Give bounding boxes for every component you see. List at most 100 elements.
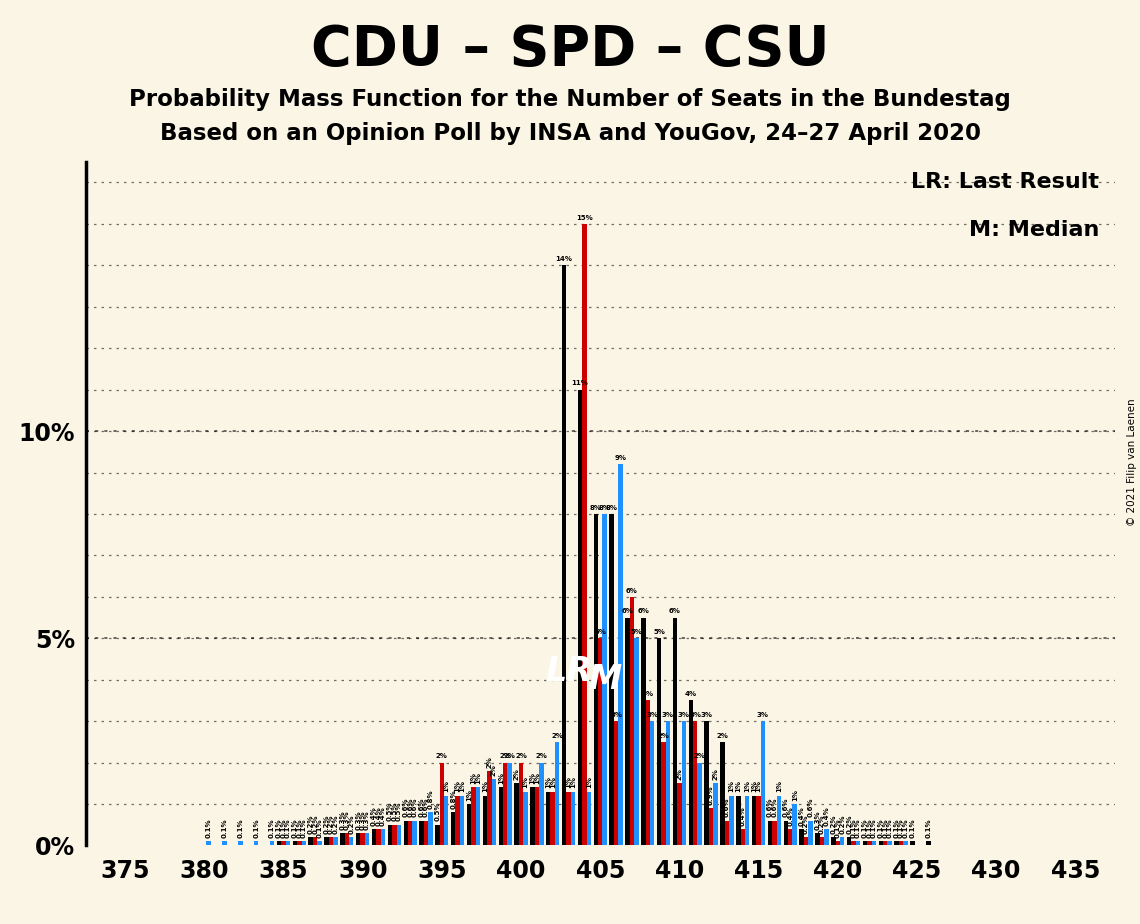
Bar <box>546 792 551 845</box>
Bar <box>629 597 634 845</box>
Text: 3%: 3% <box>757 711 770 718</box>
Text: 0.3%: 0.3% <box>356 810 361 830</box>
Bar <box>459 796 464 845</box>
Text: 9%: 9% <box>614 455 627 461</box>
Text: 0.1%: 0.1% <box>878 819 884 838</box>
Text: 0.6%: 0.6% <box>783 797 789 818</box>
Bar <box>317 842 321 845</box>
Bar <box>760 721 765 845</box>
Text: 2%: 2% <box>717 733 728 738</box>
Text: 0.1%: 0.1% <box>855 819 861 838</box>
Bar <box>650 721 654 845</box>
Text: 1%: 1% <box>735 781 741 793</box>
Bar <box>689 700 693 845</box>
Bar <box>487 771 491 845</box>
Text: 0.1%: 0.1% <box>910 819 915 838</box>
Text: M: Median: M: Median <box>969 220 1099 240</box>
Bar <box>429 812 433 845</box>
Text: 3%: 3% <box>646 711 658 718</box>
Text: 3%: 3% <box>678 711 690 718</box>
Text: 0.6%: 0.6% <box>807 797 814 818</box>
Text: 0.1%: 0.1% <box>292 819 298 838</box>
Bar <box>583 224 587 845</box>
Bar <box>475 787 480 845</box>
Bar <box>254 842 259 845</box>
Text: 0.1%: 0.1% <box>866 819 872 838</box>
Bar <box>895 842 899 845</box>
Bar <box>815 833 820 845</box>
Text: 1%: 1% <box>529 772 536 784</box>
Bar <box>535 787 539 845</box>
Text: 0.4%: 0.4% <box>788 806 793 825</box>
Text: 1%: 1% <box>471 772 477 784</box>
Text: 0.2%: 0.2% <box>308 814 314 833</box>
Text: 0.3%: 0.3% <box>814 810 821 830</box>
Bar <box>804 837 808 845</box>
Bar <box>562 265 567 845</box>
Bar <box>482 796 487 845</box>
Text: 0.5%: 0.5% <box>396 802 401 821</box>
Text: 1%: 1% <box>791 789 798 801</box>
Text: 1%: 1% <box>475 772 481 784</box>
Bar <box>539 762 544 845</box>
Text: 2%: 2% <box>504 753 515 760</box>
Text: 0.1%: 0.1% <box>882 819 888 838</box>
Text: 0.1%: 0.1% <box>871 819 877 838</box>
Bar <box>309 837 312 845</box>
Bar <box>301 842 306 845</box>
Bar <box>365 833 369 845</box>
Text: 0.3%: 0.3% <box>344 810 350 830</box>
Text: 2%: 2% <box>499 753 511 760</box>
Bar <box>381 829 385 845</box>
Text: 0.1%: 0.1% <box>862 819 868 838</box>
Text: 0.1%: 0.1% <box>317 819 323 838</box>
Text: 1%: 1% <box>545 776 552 788</box>
Text: 1%: 1% <box>728 781 734 793</box>
Bar <box>498 787 503 845</box>
Text: 4%: 4% <box>642 691 653 697</box>
Bar <box>783 821 788 845</box>
Text: 0.4%: 0.4% <box>370 806 377 825</box>
Text: 0.2%: 0.2% <box>803 814 809 833</box>
Text: 2%: 2% <box>491 764 497 776</box>
Bar <box>404 821 408 845</box>
Bar <box>324 837 328 845</box>
Text: 0.3%: 0.3% <box>359 810 366 830</box>
Bar <box>238 842 243 845</box>
Bar <box>645 700 650 845</box>
Bar <box>503 762 507 845</box>
Text: 0.1%: 0.1% <box>301 819 307 838</box>
Text: 1%: 1% <box>776 781 782 793</box>
Bar <box>698 762 702 845</box>
Text: 0.1%: 0.1% <box>237 819 243 838</box>
Bar <box>270 842 275 845</box>
Bar <box>888 842 891 845</box>
Bar <box>847 837 852 845</box>
Text: 2%: 2% <box>515 753 527 760</box>
Bar <box>507 762 512 845</box>
Text: 0.1%: 0.1% <box>834 819 841 838</box>
Bar <box>634 638 638 845</box>
Text: © 2021 Filip van Laenen: © 2021 Filip van Laenen <box>1127 398 1137 526</box>
Bar <box>744 796 749 845</box>
Text: 0.6%: 0.6% <box>423 797 429 818</box>
Text: 0.1%: 0.1% <box>296 819 302 838</box>
Bar <box>666 721 670 845</box>
Text: CDU – SPD – CSU: CDU – SPD – CSU <box>311 23 829 77</box>
Bar <box>424 821 429 845</box>
Text: 1%: 1% <box>466 789 472 801</box>
Text: 0.6%: 0.6% <box>418 797 424 818</box>
Text: 0.1%: 0.1% <box>285 819 291 838</box>
Text: 0.2%: 0.2% <box>839 814 845 833</box>
Bar <box>328 837 333 845</box>
Bar <box>388 825 392 845</box>
Text: 0.4%: 0.4% <box>799 806 805 825</box>
Bar <box>767 821 772 845</box>
Text: 0.5%: 0.5% <box>391 802 398 821</box>
Text: 1%: 1% <box>455 781 461 793</box>
Bar <box>840 837 845 845</box>
Bar <box>376 829 381 845</box>
Text: 0.1%: 0.1% <box>926 819 931 838</box>
Bar <box>613 721 618 845</box>
Bar <box>752 796 756 845</box>
